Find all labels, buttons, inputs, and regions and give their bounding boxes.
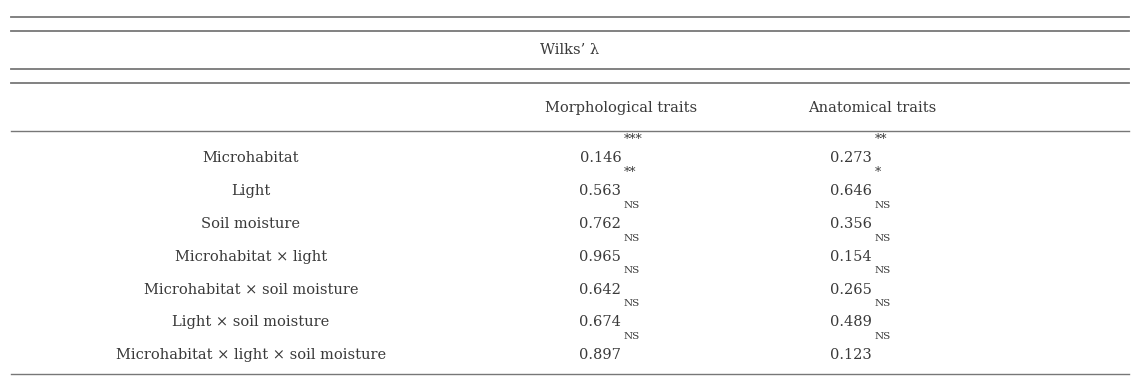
Text: **: ** xyxy=(624,166,636,179)
Text: Microhabitat × light × soil moisture: Microhabitat × light × soil moisture xyxy=(116,348,385,362)
Text: 0.965: 0.965 xyxy=(579,250,621,264)
Text: 0.646: 0.646 xyxy=(830,184,872,198)
Text: NS: NS xyxy=(624,234,640,243)
Text: 0.897: 0.897 xyxy=(579,348,621,362)
Text: Wilks’ λ: Wilks’ λ xyxy=(540,43,600,57)
Text: NS: NS xyxy=(874,234,890,243)
Text: ***: *** xyxy=(624,133,642,146)
Text: NS: NS xyxy=(624,266,640,276)
Text: 0.563: 0.563 xyxy=(579,184,621,198)
Text: 0.489: 0.489 xyxy=(830,315,872,329)
Text: 0.356: 0.356 xyxy=(830,217,872,231)
Text: 0.674: 0.674 xyxy=(579,315,621,329)
Text: 0.265: 0.265 xyxy=(830,283,872,296)
Text: 0.146: 0.146 xyxy=(579,151,621,165)
Text: NS: NS xyxy=(624,201,640,210)
Text: NS: NS xyxy=(624,299,640,308)
Text: 0.154: 0.154 xyxy=(830,250,872,264)
Text: 0.762: 0.762 xyxy=(579,217,621,231)
Text: Microhabitat × light: Microhabitat × light xyxy=(174,250,327,264)
Text: 0.642: 0.642 xyxy=(579,283,621,296)
Text: NS: NS xyxy=(624,332,640,341)
Text: Microhabitat: Microhabitat xyxy=(203,151,299,165)
Text: Morphological traits: Morphological traits xyxy=(545,101,698,115)
Text: Light × soil moisture: Light × soil moisture xyxy=(172,315,329,329)
Text: Anatomical traits: Anatomical traits xyxy=(808,101,936,115)
Text: **: ** xyxy=(874,133,887,146)
Text: Microhabitat × soil moisture: Microhabitat × soil moisture xyxy=(144,283,358,296)
Text: Soil moisture: Soil moisture xyxy=(202,217,300,231)
Text: NS: NS xyxy=(874,201,890,210)
Text: NS: NS xyxy=(874,266,890,276)
Text: NS: NS xyxy=(874,332,890,341)
Text: *: * xyxy=(874,166,880,179)
Text: NS: NS xyxy=(874,299,890,308)
Text: 0.123: 0.123 xyxy=(830,348,872,362)
Text: Light: Light xyxy=(231,184,270,198)
Text: 0.273: 0.273 xyxy=(830,151,872,165)
